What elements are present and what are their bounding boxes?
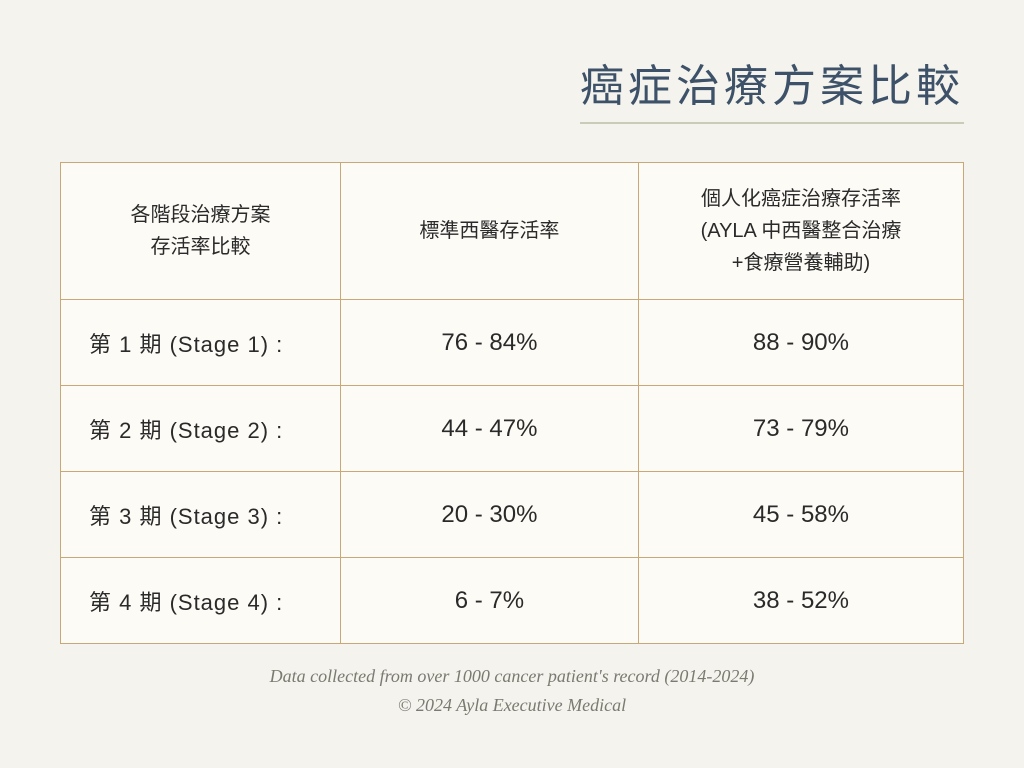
footer: Data collected from over 1000 cancer pat…	[0, 662, 1024, 720]
cell-ayla: 38 - 52%	[638, 558, 963, 644]
table-header-row: 各階段治療方案存活率比較 標準西醫存活率 個人化癌症治療存活率(AYLA 中西醫…	[61, 163, 964, 300]
header-col-ayla: 個人化癌症治療存活率(AYLA 中西醫整合治療+食療營養輔助)	[638, 163, 963, 300]
footer-copyright: © 2024 Ayla Executive Medical	[0, 691, 1024, 720]
cell-stage: 第 2 期 (Stage 2) :	[61, 386, 341, 472]
page-title: 癌症治療方案比較	[580, 50, 964, 124]
cell-ayla: 73 - 79%	[638, 386, 963, 472]
cell-stage: 第 4 期 (Stage 4) :	[61, 558, 341, 644]
comparison-table: 各階段治療方案存活率比較 標準西醫存活率 個人化癌症治療存活率(AYLA 中西醫…	[60, 162, 964, 644]
cell-ayla: 45 - 58%	[638, 472, 963, 558]
cell-standard: 44 - 47%	[340, 386, 638, 472]
cell-ayla: 88 - 90%	[638, 300, 963, 386]
header-col-standard: 標準西醫存活率	[340, 163, 638, 300]
cell-standard: 76 - 84%	[340, 300, 638, 386]
cell-stage: 第 3 期 (Stage 3) :	[61, 472, 341, 558]
cell-standard: 6 - 7%	[340, 558, 638, 644]
header-col-stage: 各階段治療方案存活率比較	[61, 163, 341, 300]
footer-source: Data collected from over 1000 cancer pat…	[0, 662, 1024, 691]
cell-stage: 第 1 期 (Stage 1) :	[61, 300, 341, 386]
cell-standard: 20 - 30%	[340, 472, 638, 558]
table-row: 第 3 期 (Stage 3) : 20 - 30% 45 - 58%	[61, 472, 964, 558]
table-row: 第 1 期 (Stage 1) : 76 - 84% 88 - 90%	[61, 300, 964, 386]
table-row: 第 4 期 (Stage 4) : 6 - 7% 38 - 52%	[61, 558, 964, 644]
table-row: 第 2 期 (Stage 2) : 44 - 47% 73 - 79%	[61, 386, 964, 472]
